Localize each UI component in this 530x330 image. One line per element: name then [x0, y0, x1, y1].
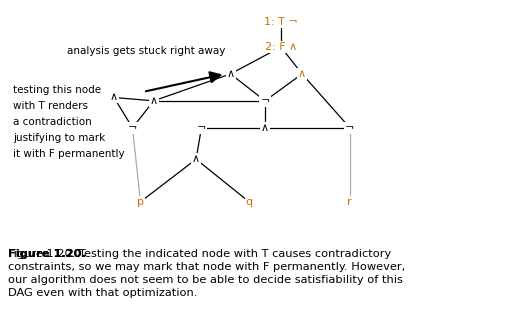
Text: ¬: ¬	[345, 123, 355, 133]
Text: Figure 1.20.: Figure 1.20.	[8, 249, 86, 259]
Text: ∧: ∧	[110, 92, 118, 103]
Text: analysis gets stuck right away: analysis gets stuck right away	[67, 47, 225, 56]
Text: q: q	[245, 197, 253, 207]
Text: Figure 1.20.: Figure 1.20.	[8, 249, 86, 259]
Text: ¬: ¬	[260, 96, 270, 106]
Text: ∧: ∧	[192, 154, 200, 164]
Text: justifying to mark: justifying to mark	[13, 133, 105, 143]
Text: it with F permanently: it with F permanently	[13, 149, 125, 159]
Text: a contradiction: a contradiction	[13, 117, 92, 127]
Text: ¬: ¬	[128, 123, 137, 133]
Text: testing this node: testing this node	[13, 84, 101, 95]
Text: 1: T ¬: 1: T ¬	[264, 17, 298, 27]
Text: Figure 1.20. Testing the indicated node with T causes contradictory
constraints,: Figure 1.20. Testing the indicated node …	[8, 249, 405, 298]
Text: ∧: ∧	[261, 123, 269, 133]
Text: ∧: ∧	[298, 69, 306, 79]
Text: 2: F ∧: 2: F ∧	[265, 42, 297, 52]
Text: r: r	[348, 197, 352, 207]
Text: with T renders: with T renders	[13, 101, 89, 111]
Text: ∧: ∧	[226, 69, 235, 79]
Text: ¬: ¬	[197, 123, 206, 133]
Text: p: p	[137, 197, 144, 207]
Text: ∧: ∧	[149, 96, 158, 106]
